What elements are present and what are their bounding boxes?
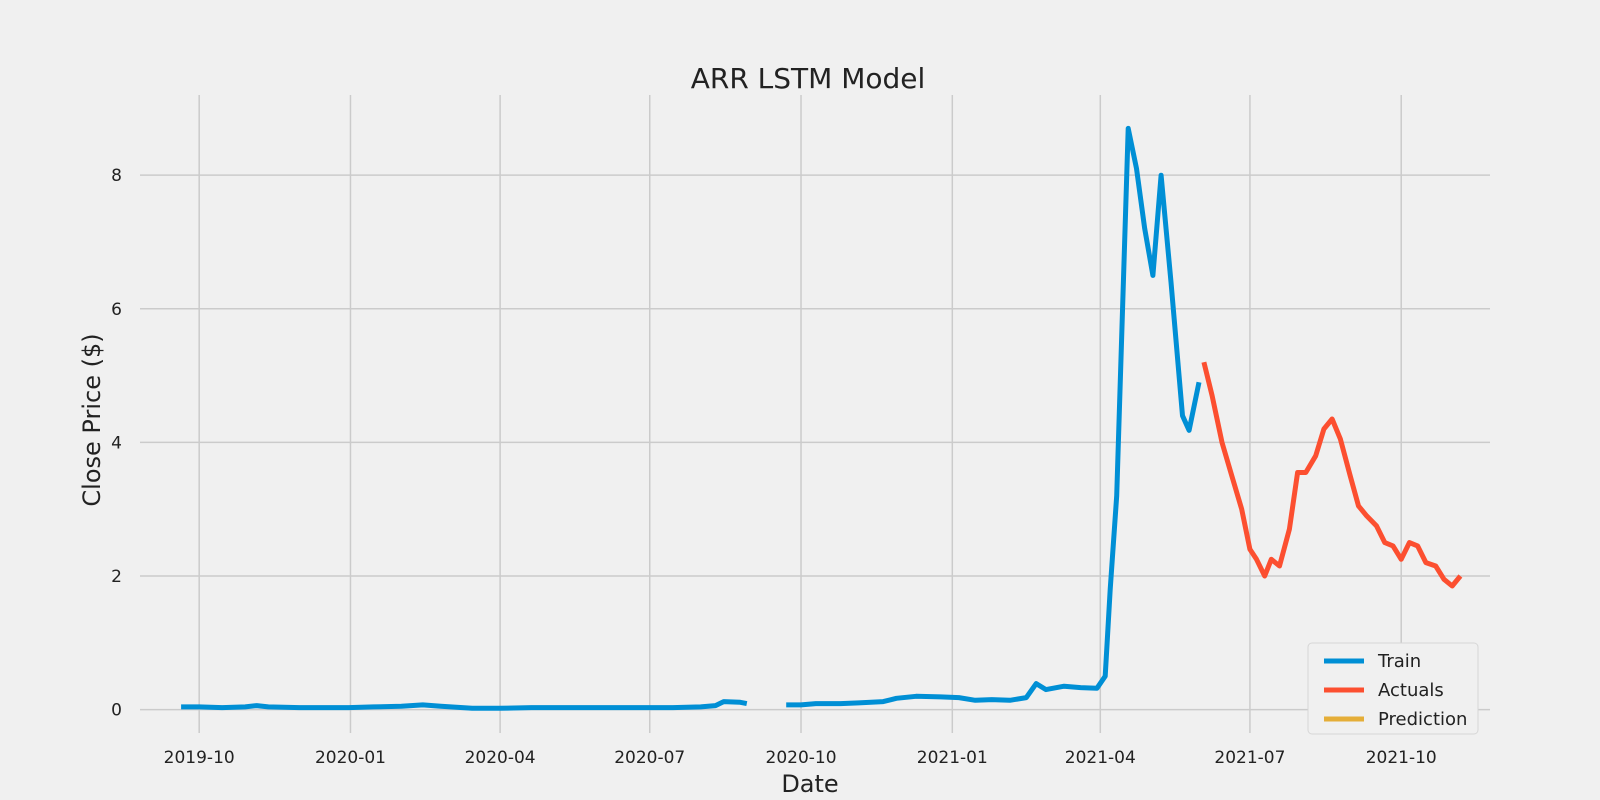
train-series-line: [786, 125, 1202, 708]
x-tick-label: 2021-10: [1366, 748, 1437, 768]
y-tick-label: 0: [111, 701, 122, 721]
legend-label-prediction: Prediction: [1378, 709, 1467, 730]
x-tick-label: 2021-04: [1065, 748, 1136, 768]
x-tick-label: 2020-04: [465, 748, 536, 768]
chart-title: ARR LSTM Model: [691, 62, 926, 95]
y-tick-label: 2: [111, 567, 122, 587]
y-tick-label: 8: [111, 166, 122, 186]
train-series-line: [181, 699, 748, 711]
x-tick-label: 2020-10: [766, 748, 837, 768]
y-tick-label: 6: [111, 300, 122, 320]
x-tick-labels: 2019-10 2020-01 2020-04 2020-07 2020-10 2021-…: [164, 748, 1437, 768]
legend: Train Actuals Prediction: [1307, 642, 1479, 735]
y-axis-label: Close Price ($): [78, 333, 106, 506]
x-tick-label: 2021-01: [917, 748, 988, 768]
y-tick-labels: 0 2 4 6 8: [111, 166, 122, 720]
x-tick-label: 2021-07: [1214, 748, 1285, 768]
legend-box: [1307, 642, 1479, 735]
y-tick-label: 4: [111, 433, 122, 453]
actuals-series-line: [1201, 361, 1463, 589]
series-layer: [181, 125, 1463, 711]
legend-label-actuals: Actuals: [1378, 680, 1444, 701]
x-tick-label: 2020-01: [315, 748, 386, 768]
x-tick-label: 2019-10: [164, 748, 235, 768]
x-axis-label: Date: [781, 770, 838, 798]
x-tick-label: 2020-07: [614, 748, 685, 768]
legend-label-train: Train: [1377, 651, 1421, 672]
